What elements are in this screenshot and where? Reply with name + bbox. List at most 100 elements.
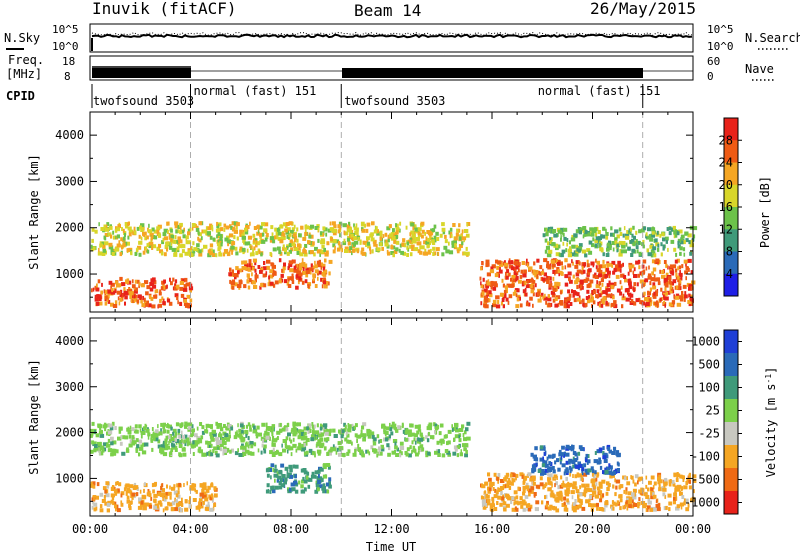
heatmap-cell xyxy=(408,453,412,458)
heatmap-cell xyxy=(301,443,306,448)
heatmap-cell xyxy=(97,251,102,256)
heatmap-cell xyxy=(118,240,121,245)
heatmap-cell xyxy=(605,466,610,471)
noise-left-tick-bottom: 10^0 xyxy=(52,40,79,53)
heatmap-cell xyxy=(633,282,636,287)
heatmap-cell xyxy=(282,269,285,274)
heatmap-cell xyxy=(251,272,253,277)
heatmap-cell xyxy=(565,507,569,512)
heatmap-cell xyxy=(629,268,632,273)
heatmap-cell xyxy=(602,274,605,279)
heatmap-cell xyxy=(637,477,641,482)
heatmap-cell xyxy=(465,251,470,256)
heatmap-cell xyxy=(230,426,234,431)
heatmap-cell xyxy=(387,452,391,457)
heatmap-cell xyxy=(116,481,119,485)
heatmap-cell xyxy=(633,235,636,240)
heatmap-cell xyxy=(675,268,678,273)
heatmap-cell xyxy=(214,451,218,455)
heatmap-cell xyxy=(319,437,324,442)
heatmap-cell xyxy=(169,451,173,456)
heatmap-cell xyxy=(641,228,645,233)
heatmap-cell xyxy=(400,250,404,255)
heatmap-cell xyxy=(93,507,97,512)
heatmap-cell xyxy=(153,493,158,498)
colorbar-swatch xyxy=(724,422,738,446)
heatmap-cell xyxy=(590,232,595,237)
heatmap-cell xyxy=(631,238,635,243)
heatmap-cell xyxy=(261,443,264,448)
heatmap-cell xyxy=(210,437,215,442)
heatmap-cell xyxy=(664,236,669,241)
heatmap-cell xyxy=(160,251,164,256)
heatmap-cell xyxy=(353,242,356,247)
heatmap-cell xyxy=(532,454,537,459)
heatmap-cell xyxy=(178,482,181,487)
heatmap-cell xyxy=(178,434,182,439)
heatmap-cell xyxy=(266,473,270,478)
heatmap-cell xyxy=(415,452,419,457)
heatmap-cell xyxy=(332,447,337,452)
heatmap-cell xyxy=(594,239,598,244)
heatmap-cell xyxy=(606,247,610,252)
heatmap-cell xyxy=(120,237,123,242)
heatmap-cell xyxy=(443,245,448,250)
heatmap-cell xyxy=(338,221,343,226)
colorbar-swatch xyxy=(724,468,738,492)
heatmap-cell xyxy=(572,446,575,451)
heatmap-cell xyxy=(296,267,300,272)
heatmap-cell xyxy=(245,424,248,429)
heatmap-cell xyxy=(678,283,680,288)
heatmap-cell xyxy=(244,429,249,434)
heatmap-cell xyxy=(393,236,396,240)
heatmap-cell xyxy=(281,474,286,478)
colorbar-tick-label: 28 xyxy=(719,133,733,147)
heatmap-cell xyxy=(650,506,656,511)
heatmap-cell xyxy=(138,240,143,245)
heatmap-cell xyxy=(494,488,497,493)
heatmap-cell xyxy=(394,235,398,239)
heatmap-cell xyxy=(665,505,668,510)
heatmap-cell xyxy=(417,446,421,451)
heatmap-cell xyxy=(566,238,569,242)
heatmap-cell xyxy=(133,482,137,487)
heatmap-cell xyxy=(657,476,662,481)
heatmap-cell xyxy=(465,246,468,251)
heatmap-cell xyxy=(548,283,552,288)
heatmap-cell xyxy=(202,491,207,496)
heatmap-cell xyxy=(424,248,427,253)
heatmap-cell xyxy=(241,266,246,270)
heatmap-cell xyxy=(305,438,310,442)
heatmap-cell xyxy=(609,474,613,479)
heatmap-cell xyxy=(437,453,441,457)
heatmap-cell xyxy=(111,288,114,293)
heatmap-cell xyxy=(596,449,599,454)
heatmap-cell xyxy=(683,498,686,503)
heatmap-cell xyxy=(591,243,595,248)
heatmap-cell xyxy=(121,245,123,250)
heatmap-cell xyxy=(275,485,279,490)
heatmap-cell xyxy=(379,439,383,443)
heatmap-cell xyxy=(435,247,440,252)
heatmap-cell xyxy=(99,508,104,513)
heatmap-cell xyxy=(126,248,130,253)
power-colorbar-label: Power [dB] xyxy=(758,176,772,248)
heatmap-cell xyxy=(190,443,194,448)
heatmap-cell xyxy=(318,270,322,275)
heatmap-cell xyxy=(635,298,640,303)
heatmap-cell xyxy=(140,500,144,505)
heatmap-cell xyxy=(128,291,133,296)
heatmap-cell xyxy=(456,423,459,428)
heatmap-cell xyxy=(131,427,135,432)
heatmap-cell xyxy=(121,282,126,287)
heatmap-cell xyxy=(124,222,128,226)
heatmap-cell xyxy=(254,261,257,266)
heatmap-cell xyxy=(595,284,600,289)
heatmap-cell xyxy=(650,277,655,282)
heatmap-cell xyxy=(492,303,497,308)
heatmap-cell xyxy=(643,291,646,296)
heatmap-cell xyxy=(288,232,292,237)
heatmap-cell xyxy=(613,268,617,273)
heatmap-cell xyxy=(542,268,544,273)
heatmap-cell xyxy=(144,302,149,307)
